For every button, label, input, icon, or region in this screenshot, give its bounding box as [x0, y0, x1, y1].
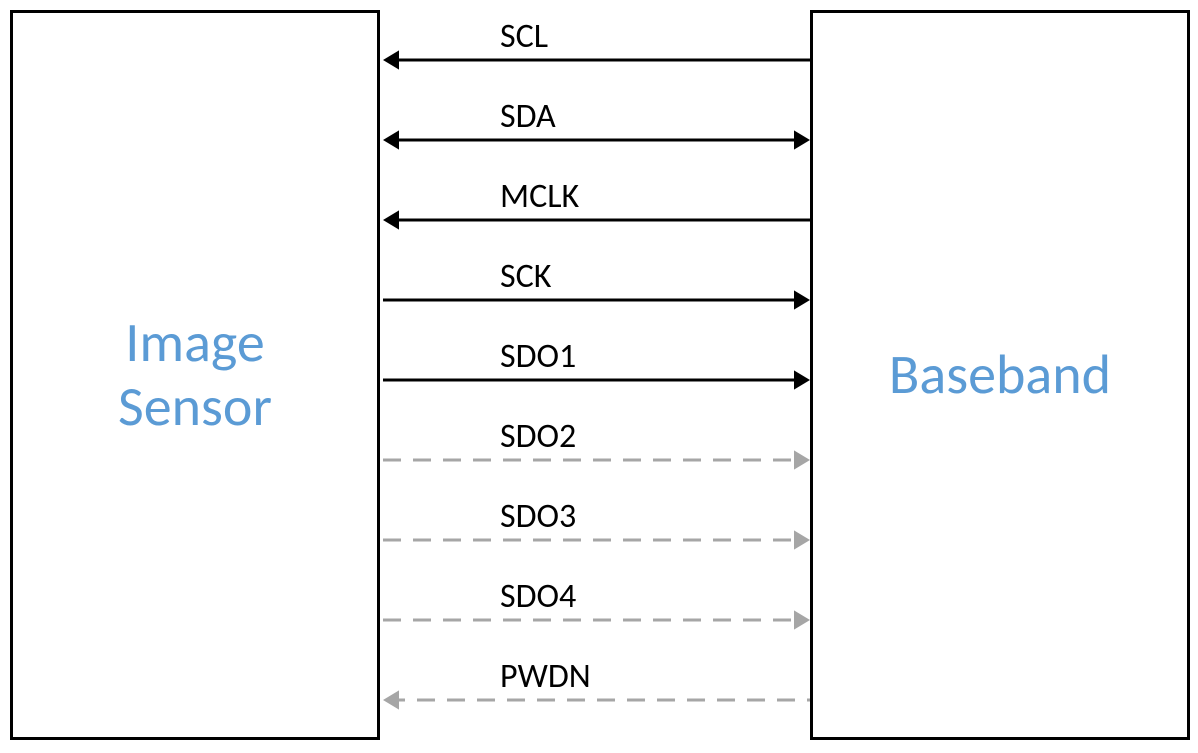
- signal-label-sdo2: SDO2: [500, 416, 576, 457]
- baseband-label: Baseband: [889, 343, 1111, 407]
- image-sensor-label-line-0: Image: [118, 311, 272, 375]
- signal-label-pwdn: PWDN: [500, 656, 591, 697]
- signal-label-sdo4: SDO4: [500, 576, 576, 617]
- signal-label-sck: SCK: [500, 256, 551, 297]
- signal-label-sda: SDA: [500, 96, 556, 137]
- image-sensor-label-line-1: Sensor: [118, 375, 272, 439]
- image-sensor-label: ImageSensor: [118, 311, 272, 440]
- image-sensor-block: ImageSensor: [10, 10, 380, 740]
- signal-label-mclk: MCLK: [500, 176, 579, 217]
- baseband-block: Baseband: [810, 10, 1190, 740]
- signal-label-scl: SCL: [500, 16, 548, 57]
- signal-label-sdo3: SDO3: [500, 496, 576, 537]
- signal-label-sdo1: SDO1: [500, 336, 576, 377]
